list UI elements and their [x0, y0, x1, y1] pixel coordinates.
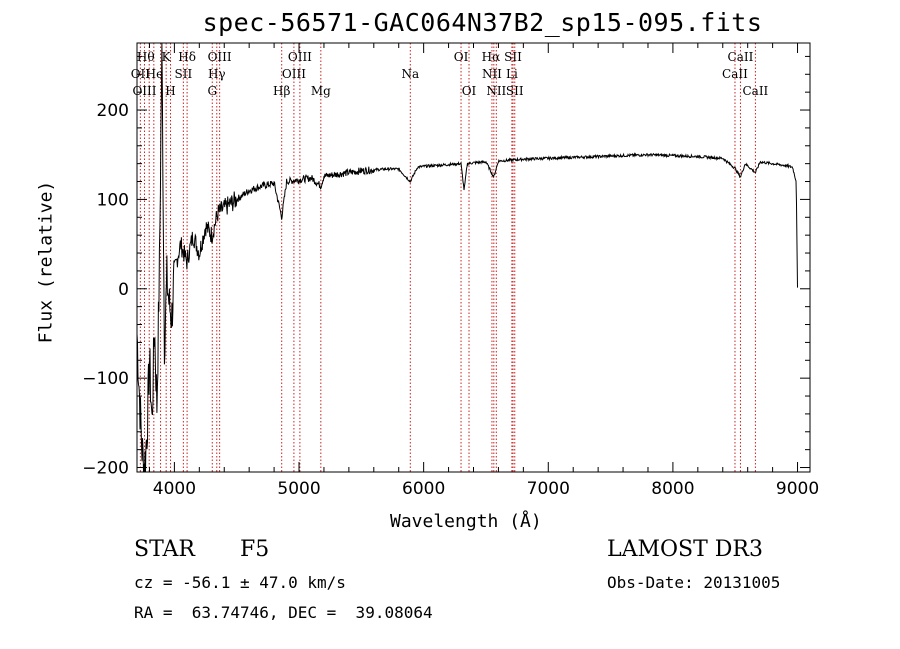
line-label: OIII	[132, 84, 156, 98]
line-label: Hα	[482, 50, 501, 64]
line-label: SII	[175, 67, 193, 81]
line-label: Mg	[311, 84, 331, 98]
line-label: Hθ	[137, 50, 155, 64]
subclass: F5	[240, 537, 270, 562]
line-label: SII	[506, 84, 524, 98]
line-label: H	[165, 84, 175, 98]
line-label: OI	[462, 84, 477, 98]
x-tick-label: 7000	[527, 479, 570, 499]
x-axis-label: Wavelength (Å)	[390, 511, 542, 532]
line-label: Hδ	[178, 50, 196, 64]
line-label: OI	[454, 50, 469, 64]
survey-name: LAMOST DR3	[607, 537, 763, 562]
object-class: STAR	[134, 537, 195, 562]
line-label: Hβ	[273, 84, 290, 98]
line-label: OIII	[208, 50, 232, 64]
line-label: SII	[504, 50, 522, 64]
line-label: CaII	[728, 50, 754, 64]
line-label: OIII	[282, 67, 306, 81]
line-label: NII	[486, 84, 506, 98]
line-label: Li	[506, 67, 518, 81]
x-tick-label: 6000	[402, 479, 445, 499]
chart-title: spec-56571-GAC064N37B2_sp15-095.fits	[202, 8, 763, 37]
line-label: G	[207, 84, 217, 98]
obs-date: Obs-Date: 20131005	[607, 573, 781, 592]
line-label: Na	[401, 67, 419, 81]
spectrum-line	[136, 42, 798, 473]
y-tick-label: 0	[118, 280, 129, 300]
y-tick-label: 200	[97, 101, 129, 121]
line-label: Hγ	[208, 67, 226, 81]
x-tick-label: 5000	[277, 479, 320, 499]
y-tick-label: −100	[82, 369, 129, 389]
x-tick-label: 8000	[651, 479, 694, 499]
y-tick-label: 100	[97, 190, 129, 210]
line-label: CaII	[722, 67, 748, 81]
plot-frame	[136, 42, 811, 473]
line-label: K	[162, 50, 172, 64]
x-tick-label: 9000	[776, 479, 819, 499]
y-axis-label: Flux (relative)	[35, 180, 57, 344]
coordinates: RA = 63.74746, DEC = 39.08064	[134, 603, 433, 622]
y-tick-label: −200	[82, 459, 129, 479]
redshift-text: cz = -56.1 ± 47.0 km/s	[134, 573, 346, 592]
line-label: CaII	[742, 84, 768, 98]
x-tick-label: 4000	[153, 479, 196, 499]
line-label: NII	[482, 67, 502, 81]
line-label: OII	[131, 67, 151, 81]
line-label: He	[146, 67, 164, 81]
line-label: OIII	[288, 50, 312, 64]
